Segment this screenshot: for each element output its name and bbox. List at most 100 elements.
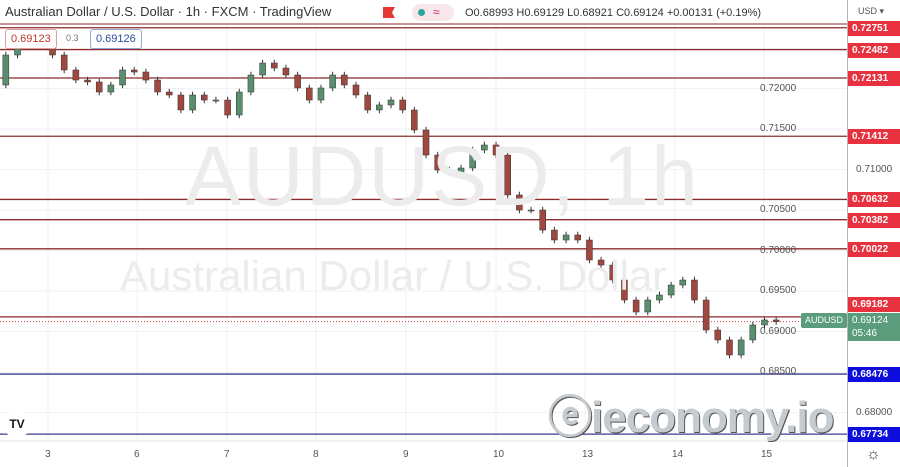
x-tick-label: 6 [134, 449, 140, 460]
x-tick-label: 14 [672, 449, 684, 460]
candle-down [702, 299, 710, 331]
candle-down [504, 154, 511, 196]
candle-up [457, 167, 465, 173]
candle-up [387, 99, 395, 106]
candle-down [271, 62, 278, 69]
x-tick-label: 13 [582, 449, 594, 460]
y-tick-label: 0.69500 [760, 285, 797, 297]
x-tick-label: 7 [224, 449, 230, 460]
y-tick-label: 0.71000 [856, 163, 893, 175]
candle-down [574, 234, 581, 241]
candle-down [516, 194, 523, 211]
x-tick-label: 8 [313, 449, 319, 460]
candle-up [189, 94, 196, 111]
candle-down [294, 74, 301, 89]
candle-down [586, 239, 593, 261]
candle-down [632, 299, 640, 313]
watermark-name: Australian Dollar / U.S. Dollar [120, 252, 667, 299]
resistance-level-label: 0.70632 [848, 192, 900, 208]
candle-up [107, 84, 115, 93]
watermark-symbol: AUDUSD, 1h [185, 129, 700, 223]
price-axis-border [847, 0, 848, 467]
resistance-level-label: 0.70022 [848, 241, 900, 257]
candle-up [527, 209, 535, 212]
buy-button[interactable]: 0.69126 [90, 29, 142, 49]
candle-down [72, 69, 80, 81]
sell-button[interactable]: 0.69123 [5, 29, 57, 49]
candle-down [772, 319, 780, 322]
candle-up [247, 74, 255, 93]
red-flag-icon[interactable] [383, 7, 395, 18]
resistance-level-label: 0.72482 [848, 42, 900, 58]
candle-down [224, 99, 231, 116]
candle-down [95, 81, 103, 93]
candle-up [761, 319, 768, 326]
candle-down [282, 67, 290, 76]
settings-gear-icon[interactable]: ☼ [866, 446, 881, 463]
ohlc-readout: O0.68993 H0.69129 L0.68921 C0.69124 +0.0… [465, 7, 762, 19]
resistance-level-label: 0.72131 [848, 71, 900, 86]
y-tick-label: 0.71500 [760, 123, 797, 135]
candle-down [60, 54, 68, 71]
support-level-label: 0.68476 [848, 367, 900, 383]
x-tick-label: 10 [493, 449, 505, 460]
current-price-label: 0.69124 05:46 [848, 313, 900, 341]
candle-up [644, 299, 652, 313]
candle-up [2, 54, 10, 86]
candle-up [119, 69, 126, 86]
spread-value: 0.3 [66, 33, 79, 43]
candle-up [679, 279, 687, 286]
candle-down [726, 339, 733, 356]
y-tick-label: 0.70000 [760, 244, 797, 256]
candle-up [259, 62, 266, 76]
support-level-label: 0.67734 [848, 427, 900, 443]
currency-select[interactable]: USD ▾ [858, 6, 885, 16]
candle-down [539, 209, 546, 231]
candle-up [376, 104, 383, 111]
candle-down [714, 329, 722, 341]
resistance-level-label: 0.70382 [848, 212, 900, 228]
bar-countdown: 05:46 [852, 328, 878, 339]
candle-up [212, 99, 220, 102]
candle-down [422, 129, 430, 156]
candle-down [154, 79, 161, 93]
market-status-badge[interactable]: ≈ [412, 4, 454, 21]
x-tick-label: 3 [45, 449, 51, 460]
price-chart[interactable] [0, 0, 847, 467]
y-tick-label: 0.70500 [760, 204, 797, 216]
candle-up [749, 324, 757, 341]
y-tick-label: 0.68000 [856, 406, 893, 418]
y-tick-label: 0.68500 [760, 366, 797, 378]
candle-down [201, 94, 208, 101]
candle-down [609, 264, 617, 281]
candle-down [130, 69, 138, 73]
candle-up [656, 294, 663, 301]
candle-down [352, 84, 360, 96]
candle-down [177, 94, 185, 111]
candle-down [597, 259, 605, 266]
candle-up [469, 149, 476, 169]
resistance-level-label: 0.71412 [848, 129, 900, 145]
candle-up [317, 87, 325, 101]
y-tick-label: 0.72000 [760, 82, 797, 94]
tradingview-logo[interactable]: TV [2, 411, 32, 437]
candle-down [399, 99, 406, 111]
current-price: 0.69124 [852, 315, 889, 326]
candle-down [446, 169, 453, 173]
x-tick-label: 15 [761, 449, 773, 460]
candle-down [341, 74, 348, 86]
candle-down [364, 94, 371, 111]
resistance-level-label: 0.72751 [848, 20, 900, 36]
resistance-level-label: 0.69182 [848, 297, 900, 312]
candle-down [621, 279, 628, 301]
y-tick-label: 0.69000 [760, 325, 797, 337]
x-tick-label: 9 [403, 449, 409, 460]
candle-down [551, 229, 558, 241]
candle-down [691, 279, 698, 301]
candle-down [142, 71, 150, 81]
market-open-dot-icon [418, 9, 425, 16]
candle-down [434, 154, 441, 171]
candle-down [411, 109, 418, 131]
chart-title: Australian Dollar / U.S. Dollar · 1h · F… [5, 4, 332, 19]
candle-down [84, 79, 91, 83]
